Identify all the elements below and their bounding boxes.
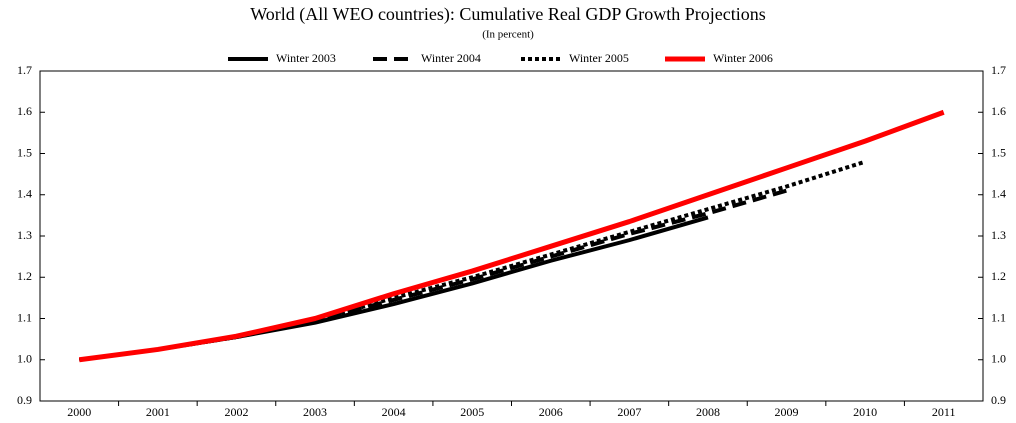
x-tick-label: 2000 <box>67 405 91 419</box>
y2-tick-label: 1.1 <box>991 310 1006 324</box>
y2-tick-label: 1.6 <box>991 104 1006 118</box>
y2-tick-label: 1.0 <box>991 352 1006 366</box>
y-tick-label: 1.7 <box>17 63 32 77</box>
y2-tick-label: 1.4 <box>991 187 1006 201</box>
y-tick-label: 0.9 <box>17 393 32 407</box>
y2-tick-label: 1.5 <box>991 145 1006 159</box>
series-line <box>79 159 866 362</box>
x-tick-label: 2002 <box>224 405 248 419</box>
x-tick-label: 2003 <box>303 405 327 419</box>
x-tick-label: 2008 <box>696 405 720 419</box>
y2-tick-label: 1.2 <box>991 269 1006 283</box>
x-tick-label: 2001 <box>146 405 170 419</box>
x-tick-label: 2010 <box>853 405 877 419</box>
series-line <box>78 109 945 363</box>
legend-label: Winter 2004 <box>421 51 481 65</box>
y-tick-label: 1.6 <box>17 104 32 118</box>
x-tick-label: 2004 <box>382 405 406 419</box>
chart-title: World (All WEO countries): Cumulative Re… <box>250 4 765 25</box>
x-tick-label: 2007 <box>617 405 641 419</box>
y-tick-label: 1.3 <box>17 228 32 242</box>
y2-tick-label: 0.9 <box>991 393 1006 407</box>
x-tick-label: 2011 <box>932 405 956 419</box>
x-tick-label: 2005 <box>460 405 484 419</box>
y-tick-label: 1.0 <box>17 352 32 366</box>
plot-frame <box>39 70 984 402</box>
y-tick-label: 1.5 <box>17 145 32 159</box>
legend-label: Winter 2005 <box>569 51 629 65</box>
y2-tick-label: 1.7 <box>991 63 1006 77</box>
chart-subtitle: (In percent) <box>482 29 534 41</box>
x-tick-label: 2006 <box>539 405 563 419</box>
y-tick-label: 1.4 <box>17 187 32 201</box>
legend-label: Winter 2003 <box>276 51 336 65</box>
legend-label: Winter 2006 <box>713 51 773 65</box>
y-tick-label: 1.2 <box>17 269 32 283</box>
y-tick-label: 1.1 <box>17 310 32 324</box>
x-tick-label: 2009 <box>775 405 799 419</box>
y2-tick-label: 1.3 <box>991 228 1006 242</box>
